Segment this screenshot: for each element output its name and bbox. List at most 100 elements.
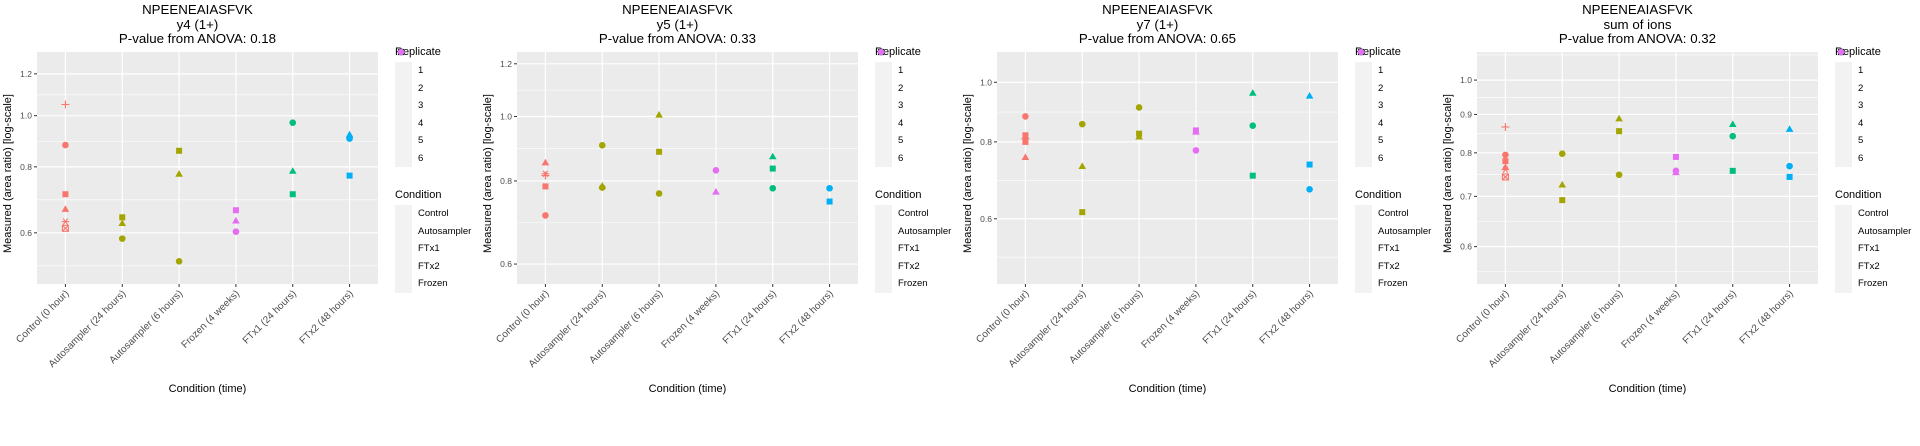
data-point	[232, 216, 240, 224]
data-point	[1672, 153, 1679, 160]
data-point	[289, 191, 296, 198]
legend-label: Frozen	[1858, 278, 1888, 290]
legend-title-condition: Condition	[1355, 189, 1402, 201]
x-tick-label: Control (0 hour)	[1454, 288, 1511, 345]
legend-label: 5	[1858, 135, 1864, 147]
legend-title-condition: Condition	[1835, 189, 1882, 201]
legend-label: Autosampler	[1378, 225, 1432, 237]
data-point	[119, 214, 126, 221]
color-dot-icon	[1355, 48, 1372, 293]
legend-label: 4	[418, 117, 424, 129]
y-tick-label: 1.0	[1460, 75, 1472, 85]
chart-panel: 0.6 0.7 0.8 0.9 1.0 Control (0 hour) Autosampl…	[1440, 0, 1920, 400]
x-axis-label: Condition (time)	[648, 383, 727, 395]
y-tick-label: 1.0	[980, 77, 992, 87]
chart-title: NPEENEAIASFVK	[142, 2, 253, 17]
legend-title-replicate: Replicate	[395, 46, 441, 58]
chart-panel: 0.6 0.8 1.0 1.2 Control (0 hour) Autosampler …	[0, 0, 480, 400]
data-point	[232, 228, 240, 235]
data-point	[346, 135, 353, 142]
legend-label: Control	[898, 208, 929, 220]
legend-label: 4	[1378, 117, 1384, 129]
data-point	[541, 158, 550, 166]
data-point	[232, 207, 239, 214]
data-point	[1502, 151, 1509, 159]
legend-label: 2	[1858, 82, 1864, 94]
chart-annotation: P-value from ANOVA: 0.18	[118, 31, 277, 46]
data-point	[1501, 163, 1510, 171]
y-tick-label: 0.6	[500, 259, 512, 269]
legend-label: FTx1	[898, 243, 920, 255]
data-point	[1249, 122, 1257, 129]
data-point	[1306, 161, 1313, 168]
x-tick-label: FTx1 (24 hours)	[1201, 288, 1259, 346]
y-tick-label: 0.7	[1460, 191, 1472, 201]
data-point	[1501, 122, 1510, 131]
data-point	[826, 184, 833, 192]
legend-title-condition: Condition	[395, 189, 442, 201]
chart-panel: 0.6 0.8 1.0 Control (0 hour) Autosampler (24…	[960, 0, 1440, 400]
data-point	[61, 218, 70, 226]
x-tick-label: Control (0 hour)	[494, 288, 551, 345]
data-point	[1559, 197, 1566, 204]
color-dot-icon	[1835, 48, 1852, 293]
legend-title-condition: Condition	[875, 189, 922, 201]
data-point	[1672, 168, 1680, 176]
data-point	[61, 205, 70, 212]
legend-label: 3	[418, 100, 424, 112]
legend-title-replicate: Replicate	[1355, 46, 1401, 58]
y-tick-label: 0.8	[980, 137, 992, 147]
data-point	[288, 167, 297, 174]
data-point	[1728, 120, 1737, 127]
legend-label: 5	[1378, 135, 1384, 147]
data-point	[176, 147, 183, 154]
data-point	[62, 141, 69, 149]
chart-title: NPEENEAIASFVK	[622, 2, 733, 17]
legend: Replicate 1 2 3 4 5 6 Condition Control Autosa…	[1355, 46, 1440, 293]
legend-label: 2	[898, 82, 904, 94]
legend: Replicate 1 2 3 4 5 6 Condition Control Autosa…	[395, 46, 480, 293]
legend-label: FTx1	[1858, 243, 1880, 255]
data-point	[1615, 171, 1623, 179]
legend-label: 6	[1378, 152, 1384, 164]
x-tick-label: Frozen (4 weeks)	[180, 288, 242, 350]
data-point	[62, 191, 69, 198]
chart-panel: 0.6 0.8 1.0 1.2 Control (0 hour) Autosampler …	[480, 0, 960, 400]
legend-label: 6	[1858, 152, 1864, 164]
data-point	[1135, 104, 1143, 111]
y-tick-label: 0.6	[1460, 242, 1472, 252]
data-point	[1616, 128, 1623, 135]
legend-label: 4	[1858, 117, 1864, 129]
data-point	[542, 183, 549, 190]
data-point	[769, 165, 776, 172]
color-dot-icon	[395, 48, 412, 293]
data-point	[826, 198, 833, 205]
chart-subtitle: y5 (1+)	[656, 16, 699, 32]
data-point	[1306, 185, 1313, 193]
x-tick-label: Control (0 hour)	[14, 288, 71, 345]
chart-title: NPEENEAIASFVK	[1582, 2, 1693, 17]
y-tick-label: 1.0	[20, 111, 32, 121]
legend-label: Control	[1858, 208, 1889, 220]
plot-background	[37, 52, 378, 284]
legend-item-condition: Frozen	[395, 48, 480, 293]
data-point	[768, 152, 777, 160]
plot-background	[1477, 52, 1818, 284]
legend-label: Frozen	[1378, 278, 1408, 290]
y-axis-label: Measured (area ratio) [log-scale]	[1442, 94, 1454, 253]
data-point	[1729, 167, 1736, 174]
legend-label: Autosampler	[418, 225, 472, 237]
legend-label: Autosampler	[898, 225, 952, 237]
data-point	[346, 172, 353, 179]
data-point	[1248, 89, 1257, 96]
legend-label: 5	[418, 135, 424, 147]
y-tick-label: 0.6	[980, 214, 992, 224]
legend-label: 6	[418, 152, 424, 164]
y-tick-label: 1.2	[20, 69, 32, 79]
x-tick-label: FTx1 (24 hours)	[241, 288, 299, 346]
chart-title-block: NPEENEAIASFVK y7 (1+) P-value from ANOVA…	[960, 2, 1355, 47]
x-tick-label: Control (0 hour)	[974, 288, 1031, 345]
y-axis-label: Measured (area ratio) [log-scale]	[2, 94, 14, 253]
legend-label: Control	[418, 208, 449, 220]
